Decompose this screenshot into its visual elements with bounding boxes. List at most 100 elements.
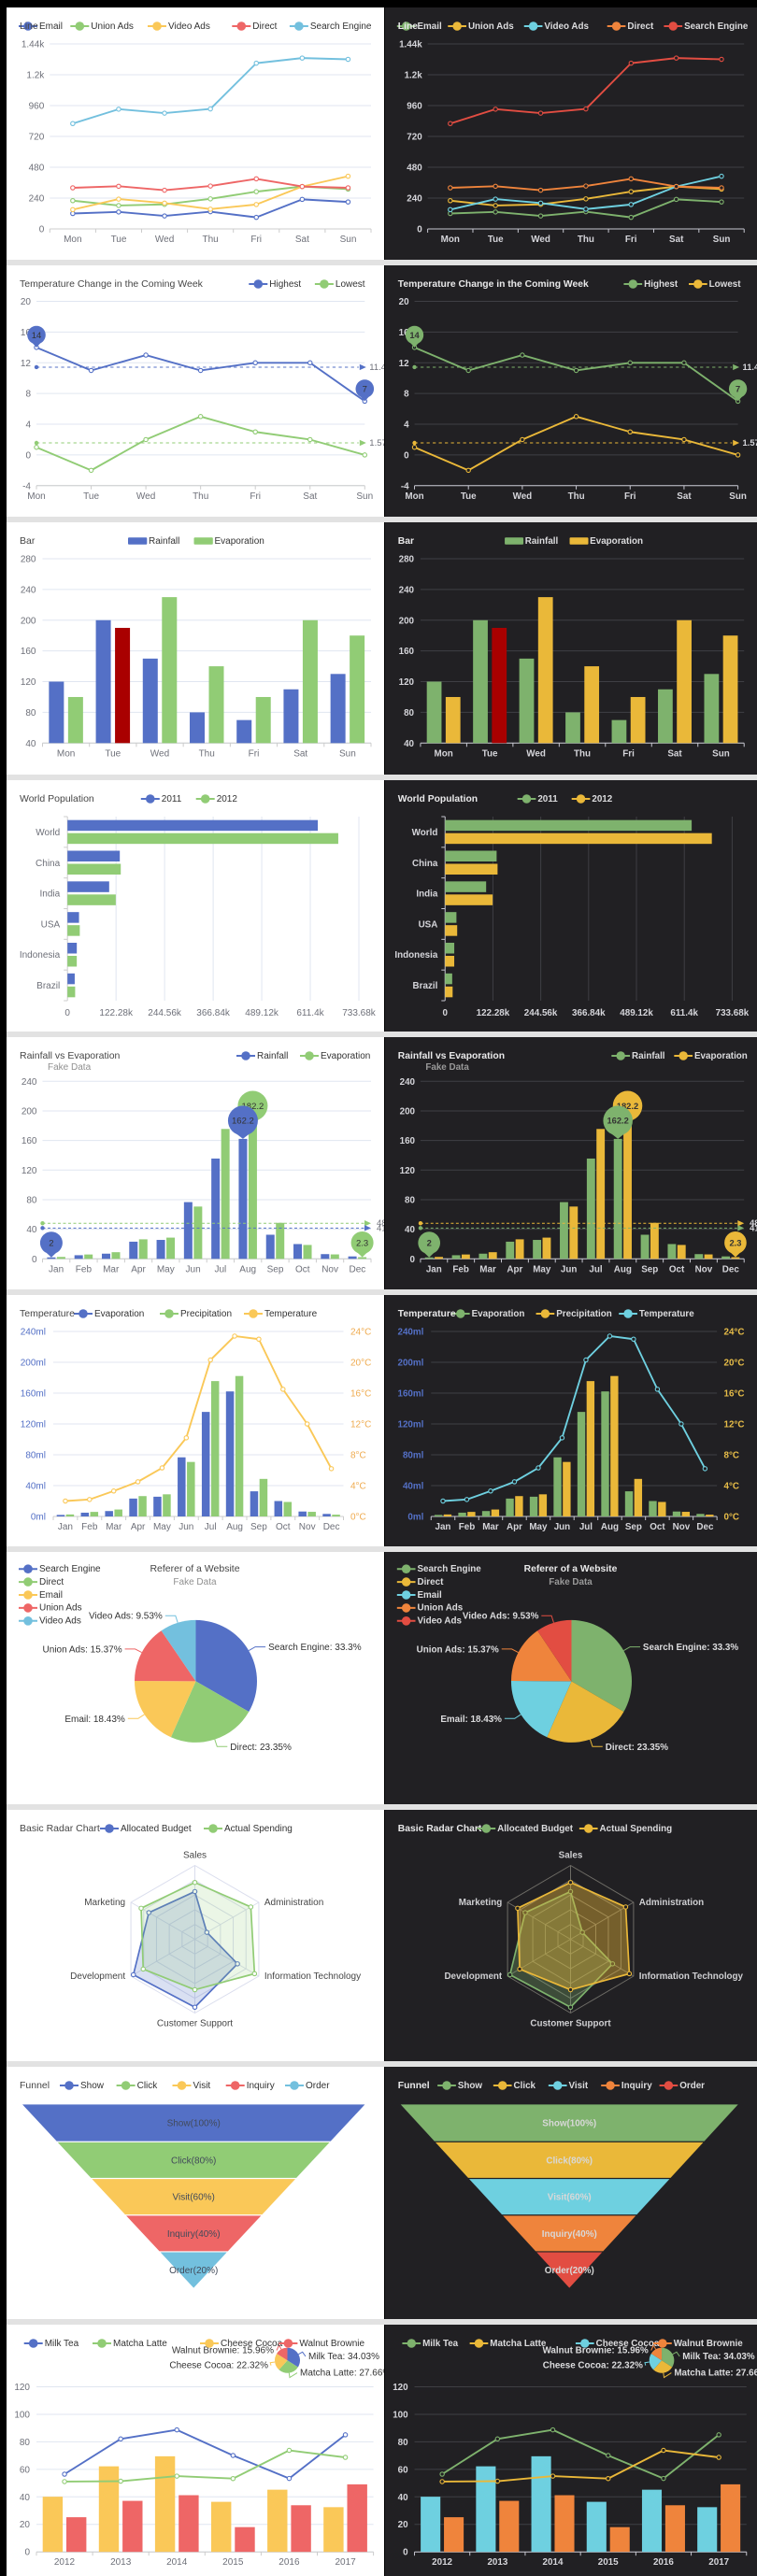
svg-text:Visit(60%): Visit(60%) <box>173 2193 215 2203</box>
svg-text:Customer Support: Customer Support <box>530 2018 611 2028</box>
svg-text:80ml: 80ml <box>403 1450 424 1460</box>
svg-text:China: China <box>412 858 438 868</box>
svg-text:12°C: 12°C <box>350 1419 371 1430</box>
svg-text:Matcha Latte: 27.66%: Matcha Latte: 27.66% <box>674 2368 757 2378</box>
svg-text:Union Ads: 15.37%: Union Ads: 15.37% <box>417 1644 499 1655</box>
svg-text:Jan: Jan <box>58 1522 73 1532</box>
svg-text:Marketing: Marketing <box>84 1898 125 1908</box>
svg-text:120: 120 <box>21 1166 37 1176</box>
svg-text:Aug: Aug <box>226 1522 243 1532</box>
svg-text:Search Engine: Search Engine <box>417 1564 481 1574</box>
svg-text:41.63: 41.63 <box>750 1222 757 1232</box>
svg-text:Customer Support: Customer Support <box>157 2018 233 2028</box>
svg-text:Fri: Fri <box>624 491 636 501</box>
svg-text:2012: 2012 <box>54 2557 76 2568</box>
svg-text:0°C: 0°C <box>350 1512 366 1522</box>
svg-text:Sep: Sep <box>641 1264 658 1274</box>
svg-text:Show: Show <box>80 2081 105 2091</box>
svg-text:Tue: Tue <box>111 235 127 245</box>
svg-text:280: 280 <box>399 554 415 564</box>
svg-text:Order: Order <box>679 2081 705 2091</box>
svg-text:Mar: Mar <box>106 1522 122 1532</box>
svg-text:122.28k: 122.28k <box>99 1008 134 1018</box>
svg-text:200: 200 <box>21 616 36 626</box>
svg-text:Search Engine: 33.3%: Search Engine: 33.3% <box>643 1643 738 1653</box>
svg-text:Line: Line <box>20 21 38 32</box>
svg-text:Jan: Jan <box>435 1521 450 1531</box>
svg-text:0: 0 <box>442 1007 448 1018</box>
svg-text:Fri: Fri <box>622 748 635 759</box>
svg-text:Sun: Sun <box>340 235 357 245</box>
svg-text:-4: -4 <box>401 481 409 491</box>
svg-text:Oct: Oct <box>276 1522 291 1532</box>
svg-text:0: 0 <box>404 450 409 461</box>
svg-text:Basic Radar Chart: Basic Radar Chart <box>20 1823 100 1834</box>
svg-text:Dec: Dec <box>696 1521 714 1531</box>
svg-text:Thu: Thu <box>578 235 594 245</box>
svg-text:120: 120 <box>400 1166 416 1176</box>
svg-text:2012: 2012 <box>432 2557 452 2568</box>
svg-text:Milk Tea: 34.03%: Milk Tea: 34.03% <box>682 2351 755 2361</box>
svg-text:960: 960 <box>407 101 422 111</box>
svg-text:20: 20 <box>398 2520 408 2530</box>
svg-text:Sun: Sun <box>712 748 730 759</box>
svg-text:Wed: Wed <box>136 491 155 501</box>
svg-text:200ml: 200ml <box>397 1358 423 1368</box>
svg-text:Sat: Sat <box>293 748 307 759</box>
svg-text:Brazil: Brazil <box>413 981 438 991</box>
svg-text:80: 80 <box>398 2437 408 2447</box>
svg-text:160: 160 <box>399 647 415 657</box>
svg-text:1.2k: 1.2k <box>26 71 45 81</box>
svg-text:Union Ads: Union Ads <box>91 21 134 32</box>
svg-text:0: 0 <box>64 1008 70 1018</box>
svg-text:Apr: Apr <box>507 1264 522 1274</box>
svg-text:40ml: 40ml <box>25 1481 46 1491</box>
svg-text:20°C: 20°C <box>350 1358 371 1368</box>
svg-text:Funnel: Funnel <box>398 2081 430 2091</box>
svg-text:240ml: 240ml <box>397 1327 423 1337</box>
svg-text:Video Ads: 9.53%: Video Ads: 9.53% <box>463 1612 539 1622</box>
svg-text:720: 720 <box>407 132 422 142</box>
svg-text:200ml: 200ml <box>21 1358 46 1368</box>
svg-text:2.3: 2.3 <box>356 1238 368 1248</box>
svg-text:611.4k: 611.4k <box>670 1007 698 1018</box>
svg-text:Jan: Jan <box>426 1264 442 1274</box>
svg-text:Marketing: Marketing <box>459 1897 502 1907</box>
svg-text:Search Engine: Search Engine <box>310 21 372 32</box>
svg-text:Oct: Oct <box>650 1521 665 1531</box>
svg-text:0°C: 0°C <box>724 1512 740 1522</box>
svg-text:4: 4 <box>25 420 31 430</box>
svg-text:0: 0 <box>24 2547 30 2557</box>
svg-text:Show(100%): Show(100%) <box>167 2119 221 2129</box>
svg-text:366.84k: 366.84k <box>572 1007 606 1018</box>
svg-text:Aug: Aug <box>239 1264 256 1274</box>
svg-text:Inquiry(40%): Inquiry(40%) <box>167 2229 221 2240</box>
svg-text:12°C: 12°C <box>724 1419 745 1430</box>
svg-text:0ml: 0ml <box>407 1512 423 1522</box>
svg-text:40: 40 <box>25 739 36 749</box>
svg-text:40: 40 <box>404 739 414 749</box>
svg-text:Funnel: Funnel <box>20 2080 50 2091</box>
svg-text:Sat: Sat <box>295 235 309 245</box>
svg-text:Search Engine: Search Engine <box>39 1564 101 1574</box>
svg-text:162.2: 162.2 <box>232 1117 254 1127</box>
svg-text:733.68k: 733.68k <box>342 1008 377 1018</box>
svg-text:Temperature: Temperature <box>639 1308 694 1318</box>
svg-text:11.43: 11.43 <box>743 361 757 371</box>
svg-text:120ml: 120ml <box>397 1419 423 1430</box>
svg-text:80: 80 <box>20 2437 31 2447</box>
svg-text:Line: Line <box>398 21 418 32</box>
svg-text:Inquiry: Inquiry <box>621 2081 652 2091</box>
svg-text:Lowest: Lowest <box>336 278 365 289</box>
svg-text:182.2: 182.2 <box>242 1102 264 1112</box>
svg-text:Temperature: Temperature <box>398 1308 456 1318</box>
svg-text:200: 200 <box>399 616 415 626</box>
svg-text:160: 160 <box>21 647 36 657</box>
svg-text:Development: Development <box>444 1971 502 1981</box>
svg-text:Direct: Direct <box>417 1577 444 1587</box>
svg-text:200: 200 <box>400 1106 416 1117</box>
svg-text:4: 4 <box>404 420 409 430</box>
svg-text:Walnut Brownie: 15.96%: Walnut Brownie: 15.96% <box>172 2345 274 2355</box>
svg-text:0: 0 <box>410 1255 416 1265</box>
svg-text:Click: Click <box>514 2081 536 2091</box>
